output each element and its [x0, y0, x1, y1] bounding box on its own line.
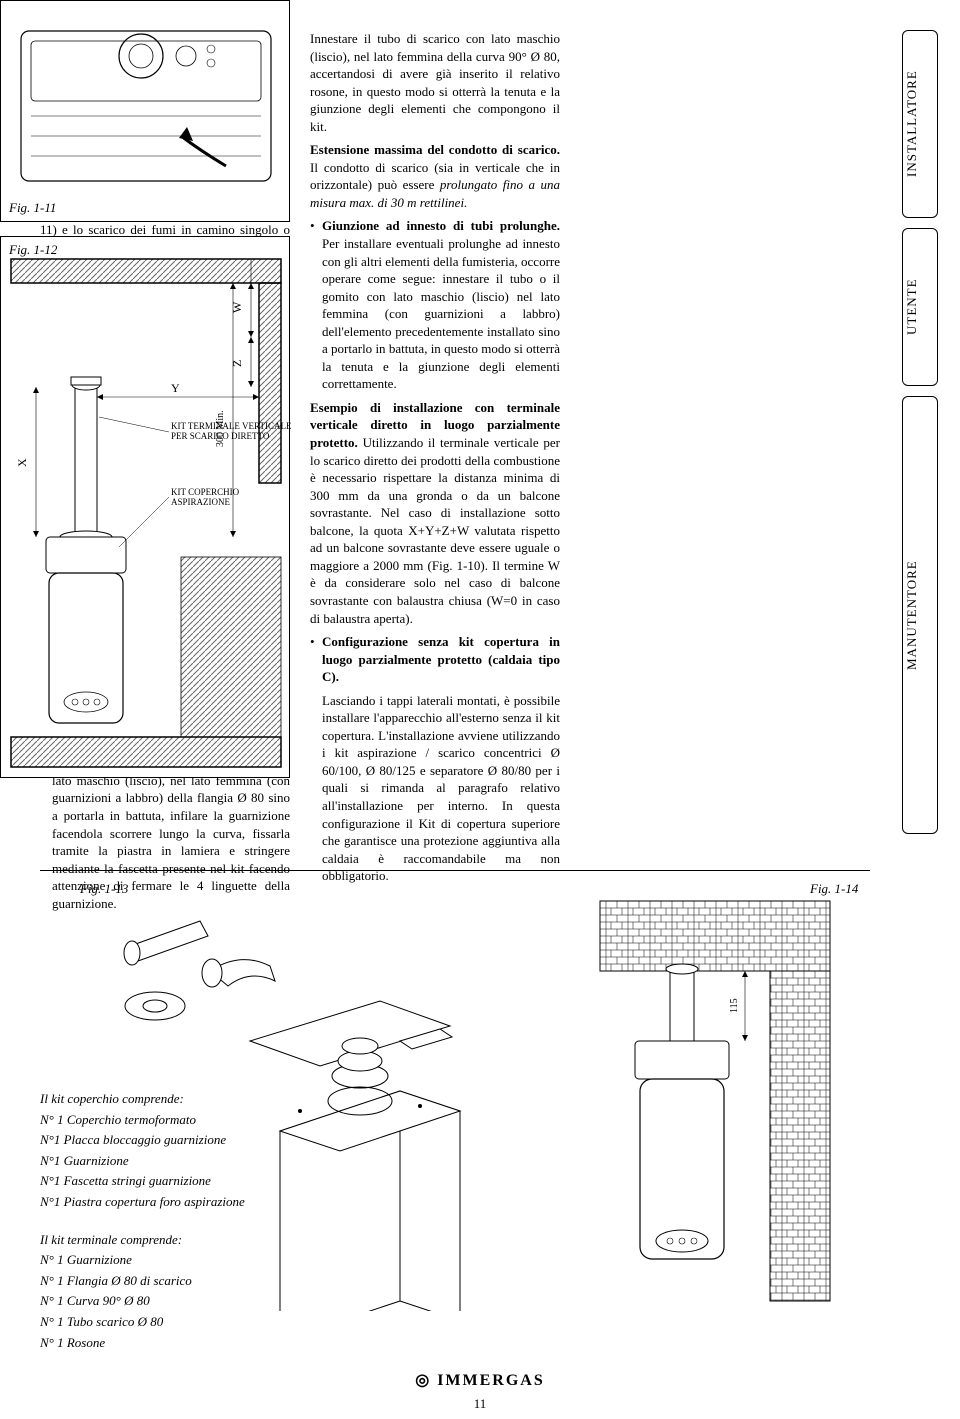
svg-text:115: 115 — [729, 998, 740, 1013]
tab-installatore[interactable]: INSTALLATORE — [902, 30, 938, 218]
tab-manutentore[interactable]: MANUTENTORE — [902, 396, 938, 834]
estensione: Estensione massima del condotto di scari… — [310, 141, 560, 211]
fig-label-12: Fig. 1-12 — [9, 241, 57, 259]
kit-lists: Il kit coperchio comprende: N° 1 Coperch… — [40, 1090, 300, 1354]
side-tabs: INSTALLATORE UTENTE MANUTENTORE — [902, 30, 938, 834]
svg-text:W: W — [230, 301, 244, 313]
svg-text:Fig. 1-14: Fig. 1-14 — [809, 881, 859, 896]
figcol: Fig. 1-11 W Z Y X 300 Min. KIT TERMINALE… — [0, 0, 290, 778]
configC-text: Lasciando i tappi laterali montati, è po… — [310, 692, 560, 885]
col2-para1: Innestare il tubo di scarico con lato ma… — [310, 30, 560, 135]
brand-logo: IMMERGAS — [0, 1370, 960, 1392]
bullet-giunzione: Giunzione ad innesto di tubi prolunghe. … — [310, 217, 560, 392]
col2: Innestare il tubo di scarico con lato ma… — [310, 30, 560, 891]
svg-text:Z: Z — [230, 360, 244, 367]
svg-text:KIT COPERCHIO: KIT COPERCHIO — [171, 487, 240, 497]
esempio: Esempio di installazione con terminale v… — [310, 399, 560, 627]
svg-text:ASPIRAZIONE: ASPIRAZIONE — [171, 497, 231, 507]
svg-text:KIT TERMINALE VERTICALE: KIT TERMINALE VERTICALE — [171, 421, 291, 431]
page-number: 11 — [0, 1395, 960, 1413]
fig-label-11: Fig. 1-11 — [9, 199, 56, 217]
svg-text:X: X — [15, 458, 29, 467]
svg-text:Y: Y — [171, 381, 180, 395]
svg-text:PER SCARICO DIRETTO: PER SCARICO DIRETTO — [171, 431, 270, 441]
svg-text:Fig. 1-13: Fig. 1-13 — [79, 881, 129, 896]
fig-1-12: W Z Y X 300 Min. KIT TERMINALE VERTICALE… — [0, 236, 290, 778]
tab-utente[interactable]: UTENTE — [902, 228, 938, 386]
fig-1-11: Fig. 1-11 — [0, 0, 290, 222]
bullet-configC: Configurazione senza kit copertura in lu… — [310, 633, 560, 686]
